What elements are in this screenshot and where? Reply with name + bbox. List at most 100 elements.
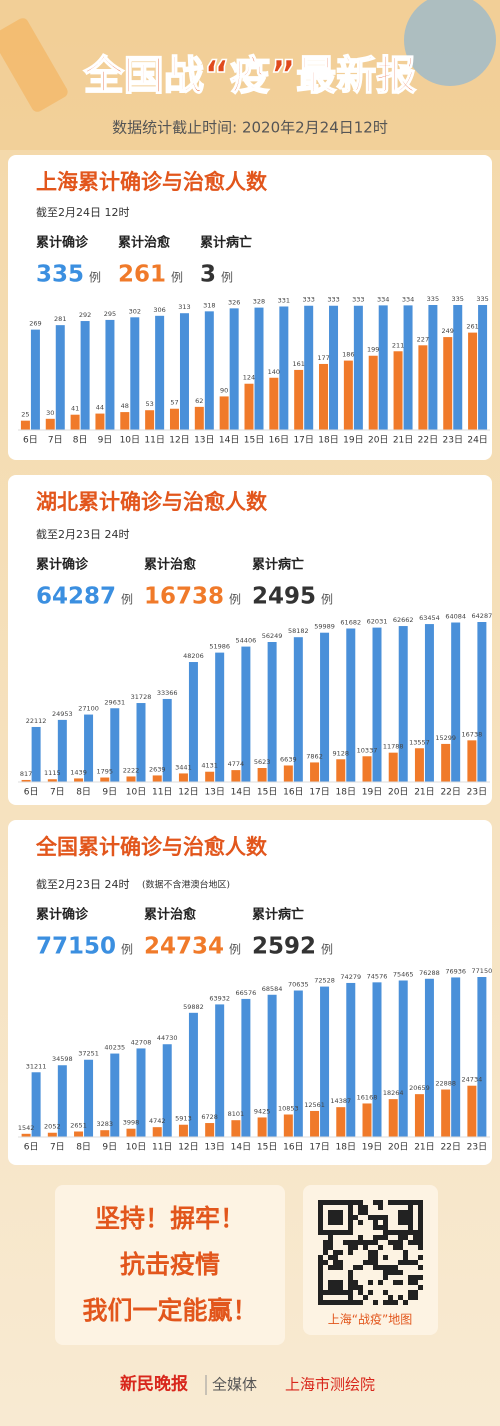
- value-label: 51986: [209, 643, 230, 651]
- value-label: 22112: [26, 717, 47, 725]
- bar: [70, 414, 80, 430]
- qr-cell: [398, 1270, 403, 1275]
- bar: [47, 779, 57, 782]
- value-label: 58182: [288, 627, 309, 635]
- qr-cell: [373, 1235, 378, 1240]
- qr-cell: [323, 1290, 328, 1295]
- x-tick-label: 11日: [152, 1142, 172, 1153]
- value-label: 24734: [462, 1076, 483, 1084]
- qr-cell: [338, 1290, 343, 1295]
- value-label: 3283: [97, 1120, 114, 1128]
- chart-note: 截至2月23日 24时: [36, 877, 130, 891]
- value-label: 140: [268, 368, 280, 376]
- x-tick-label: 14日: [231, 787, 251, 798]
- bar: [120, 412, 130, 430]
- value-label: 4774: [228, 760, 245, 768]
- qr-cell: [418, 1200, 423, 1205]
- bar: [279, 306, 289, 430]
- x-tick-label: 21日: [393, 435, 413, 446]
- value-label: 63454: [419, 614, 440, 622]
- qr-cell: [348, 1295, 353, 1300]
- qr-cell: [363, 1260, 368, 1265]
- bar: [443, 337, 453, 430]
- qr-code: [318, 1200, 423, 1305]
- bar: [451, 977, 461, 1137]
- value-label: 75465: [393, 970, 414, 978]
- bar: [152, 775, 162, 782]
- qr-cell: [348, 1275, 353, 1280]
- qr-cell: [403, 1230, 408, 1235]
- qr-cell: [418, 1285, 423, 1290]
- bar: [467, 740, 477, 782]
- value-label: 16738: [462, 730, 483, 738]
- value-label: 77150: [472, 967, 493, 975]
- bar: [136, 1048, 146, 1137]
- chart-title: 上海累计确诊与治愈人数: [36, 170, 268, 194]
- qr-cell: [323, 1200, 328, 1205]
- qr-cell: [383, 1275, 388, 1280]
- bar: [188, 662, 198, 782]
- qr-cell: [343, 1290, 348, 1295]
- stat-unit: 例: [121, 943, 133, 957]
- stat-unit: 例: [321, 943, 333, 957]
- qr-cell: [328, 1215, 333, 1220]
- qr-cell: [373, 1250, 378, 1255]
- qr-cell: [358, 1200, 363, 1205]
- qr-cell: [333, 1210, 338, 1215]
- x-tick-label: 17日: [293, 435, 313, 446]
- qr-cell: [408, 1220, 413, 1225]
- bar: [126, 776, 136, 782]
- qr-cell: [388, 1300, 393, 1305]
- x-tick-label: 14日: [231, 1142, 251, 1153]
- bar: [388, 1099, 398, 1137]
- qr-cell: [358, 1235, 363, 1240]
- bar: [269, 377, 279, 430]
- value-label: 54406: [236, 637, 257, 645]
- x-tick-label: 7日: [50, 787, 65, 798]
- page-subtitle: 数据统计截止时间: 2020年2月24日12时: [112, 119, 388, 137]
- qr-cell: [358, 1285, 363, 1290]
- qr-cell: [323, 1260, 328, 1265]
- value-label: 211: [392, 341, 404, 349]
- qr-cell: [358, 1265, 363, 1270]
- value-label: 8101: [228, 1110, 245, 1118]
- value-label: 1795: [97, 768, 114, 776]
- qr-cell: [403, 1220, 408, 1225]
- x-tick-label: 22日: [418, 435, 438, 446]
- qr-cell: [348, 1210, 353, 1215]
- bar: [478, 305, 488, 430]
- x-tick-label: 13日: [204, 1142, 224, 1153]
- decor-circle: [404, 0, 496, 86]
- bar: [55, 325, 65, 430]
- qr-cell: [378, 1280, 383, 1285]
- value-label: 33366: [157, 689, 178, 697]
- qr-cell: [348, 1300, 353, 1305]
- x-tick-label: 10日: [126, 1142, 146, 1153]
- bar: [30, 329, 40, 430]
- bar: [241, 646, 251, 782]
- bar: [477, 622, 487, 782]
- value-label: 90: [220, 386, 228, 394]
- x-tick-label: 9日: [102, 787, 117, 798]
- bar: [178, 1124, 188, 1137]
- x-tick-label: 16日: [283, 787, 303, 798]
- bar: [418, 345, 428, 430]
- stat-value: 64287: [36, 584, 116, 610]
- bar: [372, 982, 382, 1137]
- qr-cell: [353, 1200, 358, 1205]
- qr-cell: [408, 1295, 413, 1300]
- x-tick-label: 16日: [269, 435, 289, 446]
- bar: [336, 1107, 346, 1137]
- qr-cell: [333, 1215, 338, 1220]
- qr-cell: [388, 1265, 393, 1270]
- bar: [320, 632, 330, 782]
- qr-cell: [378, 1265, 383, 1270]
- stat-value: 16738: [144, 584, 224, 610]
- qr-cell: [328, 1245, 333, 1250]
- bar: [477, 977, 487, 1137]
- value-label: 25: [21, 411, 29, 419]
- qr-cell: [393, 1270, 398, 1275]
- qr-cell: [413, 1295, 418, 1300]
- value-label: 5913: [175, 1115, 192, 1123]
- qr-cell: [383, 1290, 388, 1295]
